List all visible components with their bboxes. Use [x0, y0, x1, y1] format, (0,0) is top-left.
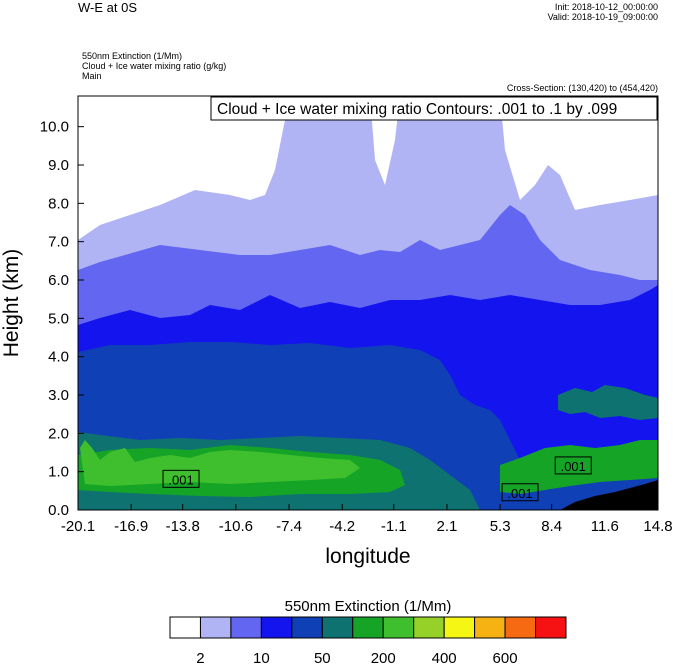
plot-frame [77, 95, 659, 511]
init-time: Init: 2018-10-12_00:00:00 [554, 2, 658, 12]
y-tick-label: 6.0 [48, 272, 69, 289]
x-tick-label: -7.4 [276, 518, 302, 535]
y-tick-label: 2.0 [48, 425, 69, 442]
colorbar-swatch [321, 616, 354, 639]
contour-label-box [162, 469, 200, 488]
variable-label-domain: Main [82, 71, 102, 81]
variable-label-extinction: 550nm Extinction (1/Mm) [82, 51, 183, 61]
x-tick-label: 5.3 [490, 518, 511, 535]
colorbar-tick-label: 50 [314, 650, 331, 667]
contour-label-box [554, 456, 592, 475]
colorbar-swatch [260, 616, 293, 639]
y-tick-label: 4.0 [48, 349, 69, 366]
colorbar-swatch [199, 616, 232, 639]
ground [560, 480, 658, 510]
valid-time: Valid: 2018-10-19_09:00:00 [547, 12, 658, 22]
colorbar-swatch [474, 616, 506, 639]
contour-value-label: .001 [561, 459, 586, 474]
contour-info-text: Cloud + Ice water mixing ratio Contours:… [217, 101, 617, 118]
y-tick-label: 3.0 [48, 387, 69, 404]
contour-value-labels: .001 .001 .001 [162, 456, 592, 502]
band-green-right [500, 440, 658, 494]
y-tick-label: 1.0 [48, 464, 69, 481]
colorbar-swatch [413, 616, 445, 639]
colorbar-swatch [382, 616, 415, 639]
y-axis-title: Height (km) [0, 249, 23, 358]
x-tick-label: -20.1 [61, 518, 95, 535]
band-teal-right [558, 385, 658, 420]
colorbar-tick-label: 400 [432, 650, 457, 667]
colorbar: 2 10 50 200 400 600 [169, 616, 567, 667]
x-tick-label: 11.6 [591, 518, 619, 535]
colorbar-tick-label: 200 [371, 650, 396, 667]
x-tick-label: -13.8 [166, 518, 200, 535]
x-tick-label: 8.4 [541, 518, 562, 535]
contour-value-label: .001 [168, 472, 193, 487]
y-tick-label: 0.0 [48, 502, 69, 519]
colorbar-title: 550nm Extinction (1/Mm) [285, 598, 452, 615]
colorbar-swatch [443, 616, 476, 639]
variable-label-mixing-ratio: Cloud + Ice water mixing ratio (g/kg) [82, 61, 227, 71]
y-tick-label: 7.0 [48, 234, 69, 251]
y-tick-label: 10.0 [40, 119, 69, 136]
y-tick-label: 5.0 [48, 310, 69, 327]
band-light-green [80, 440, 360, 486]
cross-section-label: Cross-Section: (130,420) to (454,420) [506, 83, 658, 93]
x-axis-title: longitude [325, 545, 410, 568]
colorbar-swatch [291, 616, 323, 639]
x-axis: -20.1 -16.9 -13.8 -10.6 -7.4 -4.2 -1.1 2.1 5.3 8.… [61, 504, 673, 535]
colorbar-tick-label: 600 [493, 650, 518, 667]
y-tick-label: 8.0 [48, 195, 69, 212]
colorbar-swatch [352, 616, 384, 639]
colorbar-swatch [230, 616, 262, 639]
x-tick-label: -4.2 [329, 518, 355, 535]
x-tick-label: -16.9 [114, 518, 148, 535]
x-tick-label: 2.1 [437, 518, 458, 535]
contour-label-box [501, 483, 539, 502]
main-title: W-E at 0S [78, 0, 138, 15]
colorbar-tick-label: 10 [253, 650, 270, 667]
x-tick-label: -1.1 [381, 518, 407, 535]
colorbar-tick-label: 2 [196, 650, 204, 667]
colorbar-swatch [504, 616, 537, 639]
extinction-field [78, 96, 658, 510]
colorbar-swatch [169, 616, 201, 639]
contour-info-box [210, 96, 658, 121]
x-tick-label: -10.6 [219, 518, 253, 535]
y-tick-label: 9.0 [48, 157, 69, 174]
y-axis: 0.0 1.0 2.0 3.0 4.0 5.0 6.0 7.0 8.0 9.0 10.0 [40, 119, 84, 519]
contour-value-label: .001 [507, 486, 532, 501]
colorbar-swatch [535, 616, 567, 639]
x-tick-label: 14.8 [643, 518, 672, 535]
